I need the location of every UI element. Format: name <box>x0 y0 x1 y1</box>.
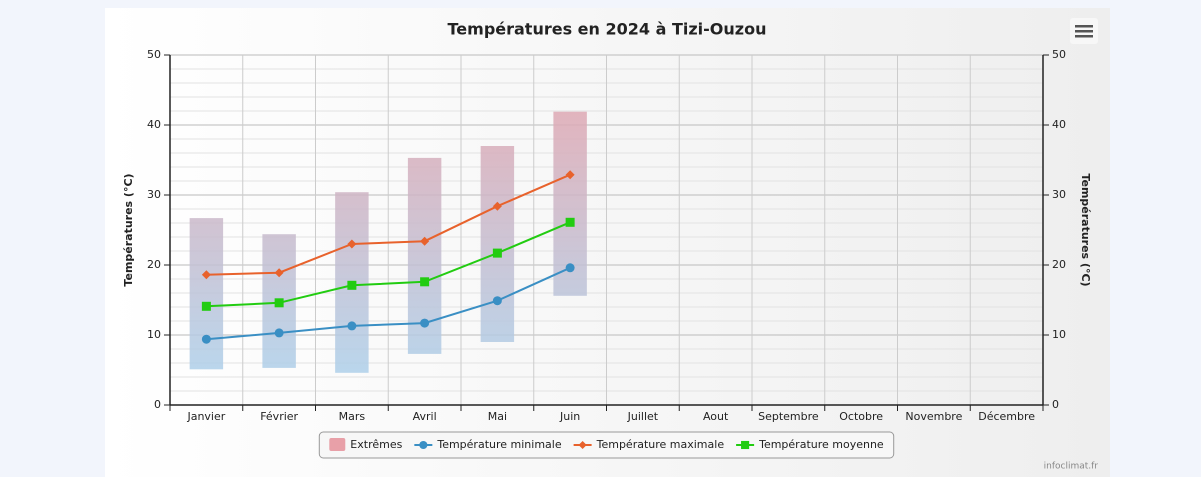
chart-title: Températures en 2024 à Tizi-Ouzou <box>448 20 767 39</box>
x-tick-label: Décembre <box>978 410 1035 423</box>
marker <box>492 296 502 306</box>
series-line <box>206 266 571 341</box>
x-tick-label: Septembre <box>758 410 819 423</box>
legend-label: Température maximale <box>596 438 725 451</box>
chart-panel <box>105 8 1110 477</box>
series-line <box>206 173 571 276</box>
y-tick-label: 20 <box>147 258 161 271</box>
y2-tick-label: 10 <box>1052 328 1066 341</box>
marker <box>201 334 211 344</box>
y2-tick-label: 20 <box>1052 258 1066 271</box>
y2-tick-label: 50 <box>1052 48 1066 61</box>
x-tick-label: Janvier <box>186 410 225 423</box>
x-tick-label: Juin <box>559 410 580 423</box>
marker <box>347 280 357 290</box>
x-tick-label: Novembre <box>905 410 962 423</box>
x-tick-label: Février <box>260 410 298 423</box>
menu-bar <box>1075 25 1093 28</box>
menu-button[interactable] <box>1070 18 1098 44</box>
marker <box>419 440 428 450</box>
y2-tick-label: 0 <box>1052 398 1059 411</box>
menu-bar <box>1075 35 1093 38</box>
y2-axis-label: Températures (°C) <box>1079 173 1092 286</box>
marker <box>274 298 284 308</box>
marker <box>274 328 284 338</box>
marker <box>347 239 357 249</box>
x-tick-label: Octobre <box>839 410 883 423</box>
marker <box>420 236 430 246</box>
y-tick-label: 50 <box>147 48 161 61</box>
x-tick-label: Mars <box>339 410 366 423</box>
legend-items: Extrêmes Température minimale Température … <box>329 438 884 451</box>
range-bar <box>480 146 515 342</box>
x-tick-label: Aout <box>703 410 729 423</box>
marker <box>347 321 357 331</box>
marker <box>492 248 502 258</box>
y-tick-label: 40 <box>147 118 161 131</box>
y-axis-label: Températures (°C) <box>122 173 135 286</box>
marker <box>420 318 430 328</box>
range-bar <box>189 218 224 370</box>
y2-tick-label: 30 <box>1052 188 1066 201</box>
legend-label: Extrêmes <box>350 438 402 451</box>
y2-tick-label: 40 <box>1052 118 1066 131</box>
y-tick-label: 30 <box>147 188 161 201</box>
legend-label: Température minimale <box>436 438 561 451</box>
y-tick-label: 0 <box>154 398 161 411</box>
marker <box>565 170 575 180</box>
marker <box>492 201 502 211</box>
legend-swatch <box>329 438 346 451</box>
marker <box>201 301 211 311</box>
marker <box>420 277 430 287</box>
x-tick-label: Juillet <box>627 410 659 423</box>
marker <box>565 263 575 273</box>
marker <box>201 270 211 280</box>
x-tick-label: Avril <box>413 410 437 423</box>
menu-bar <box>1075 30 1093 33</box>
marker <box>741 440 750 450</box>
series-line <box>206 221 571 308</box>
marker <box>565 217 575 227</box>
marker <box>274 268 284 278</box>
legend-label: Température moyenne <box>758 438 884 451</box>
credit: infoclimat.fr <box>1044 462 1099 472</box>
legend-box <box>318 431 895 459</box>
y-tick-label: 10 <box>147 328 161 341</box>
x-tick-label: Mai <box>488 410 507 423</box>
legend: Extrêmes Température minimale Température … <box>318 431 895 459</box>
